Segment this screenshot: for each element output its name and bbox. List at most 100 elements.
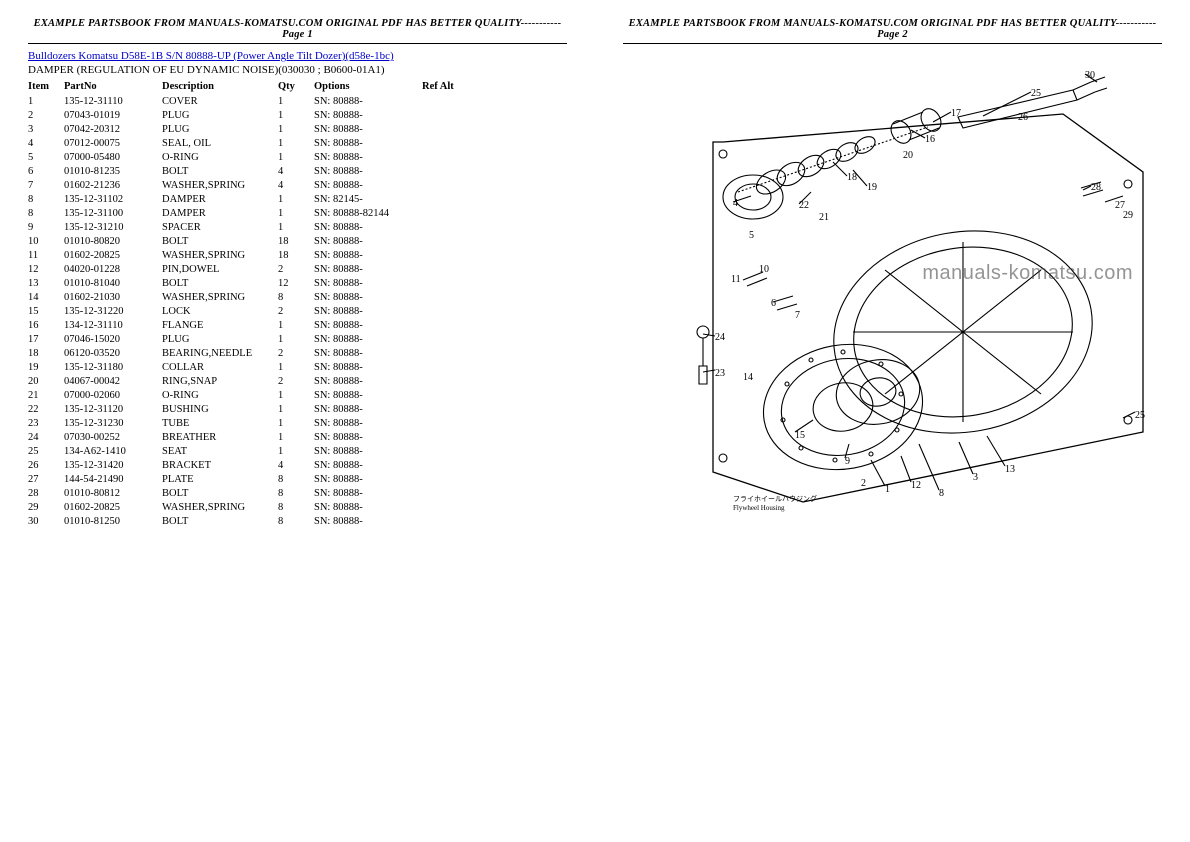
table-cell-partno: 135-12-31180 bbox=[64, 360, 162, 374]
callout-2: 2 bbox=[861, 478, 866, 489]
table-cell-options: SN: 80888- bbox=[314, 486, 422, 500]
callout-21: 21 bbox=[819, 212, 829, 223]
table-cell-qty: 1 bbox=[278, 416, 314, 430]
table-cell-qty: 18 bbox=[278, 248, 314, 262]
table-cell-qty: 8 bbox=[278, 472, 314, 486]
callout-17: 17 bbox=[951, 108, 961, 119]
table-row: 23135-12-31230TUBE1SN: 80888- bbox=[28, 416, 462, 430]
table-cell-desc: FLANGE bbox=[162, 318, 278, 332]
table-cell-item: 5 bbox=[28, 150, 64, 164]
table-cell-item: 7 bbox=[28, 178, 64, 192]
table-cell-qty: 4 bbox=[278, 164, 314, 178]
table-cell-refalt bbox=[422, 500, 462, 514]
table-cell-options: SN: 80888- bbox=[314, 346, 422, 360]
table-cell-item: 10 bbox=[28, 234, 64, 248]
table-cell-refalt bbox=[422, 458, 462, 472]
table-cell-options: SN: 80888- bbox=[314, 234, 422, 248]
table-row: 1101602-20825WASHER,SPRING18SN: 80888- bbox=[28, 248, 462, 262]
table-cell-options: SN: 80888- bbox=[314, 164, 422, 178]
table-cell-item: 3 bbox=[28, 122, 64, 136]
page-2-header: EXAMPLE PARTSBOOK FROM MANUALS-KOMATSU.C… bbox=[623, 18, 1162, 40]
table-cell-qty: 1 bbox=[278, 94, 314, 108]
table-cell-desc: DAMPER bbox=[162, 206, 278, 220]
table-cell-item: 27 bbox=[28, 472, 64, 486]
table-cell-options: SN: 80888- bbox=[314, 304, 422, 318]
table-cell-partno: 07042-20312 bbox=[64, 122, 162, 136]
callout-28: 28 bbox=[1091, 182, 1101, 193]
table-cell-partno: 135-12-31110 bbox=[64, 94, 162, 108]
table-cell-desc: SEAT bbox=[162, 444, 278, 458]
table-cell-refalt bbox=[422, 192, 462, 206]
table-cell-qty: 2 bbox=[278, 304, 314, 318]
table-cell-refalt bbox=[422, 150, 462, 164]
table-cell-partno: 07000-02060 bbox=[64, 388, 162, 402]
table-cell-partno: 135-12-31230 bbox=[64, 416, 162, 430]
table-cell-desc: PIN,DOWEL bbox=[162, 262, 278, 276]
table-cell-qty: 1 bbox=[278, 192, 314, 206]
parts-table-header-row: Item PartNo Description Qty Options Ref … bbox=[28, 80, 462, 94]
table-cell-desc: PLUG bbox=[162, 108, 278, 122]
table-cell-item: 20 bbox=[28, 374, 64, 388]
callout-25: 25 bbox=[1031, 88, 1041, 99]
table-cell-partno: 01602-20825 bbox=[64, 248, 162, 262]
table-cell-partno: 135-12-31220 bbox=[64, 304, 162, 318]
table-cell-item: 2 bbox=[28, 108, 64, 122]
table-cell-refalt bbox=[422, 444, 462, 458]
table-row: 9135-12-31210SPACER1SN: 80888- bbox=[28, 220, 462, 234]
table-cell-desc: BUSHING bbox=[162, 402, 278, 416]
table-row: 1401602-21030WASHER,SPRING8SN: 80888- bbox=[28, 290, 462, 304]
table-cell-options: SN: 80888- bbox=[314, 318, 422, 332]
callout-9: 9 bbox=[845, 456, 850, 467]
table-cell-partno: 07030-00252 bbox=[64, 430, 162, 444]
table-cell-desc: PLUG bbox=[162, 332, 278, 346]
table-cell-item: 19 bbox=[28, 360, 64, 374]
table-cell-desc: WASHER,SPRING bbox=[162, 178, 278, 192]
table-cell-options: SN: 80888- bbox=[314, 388, 422, 402]
table-cell-options: SN: 80888- bbox=[314, 374, 422, 388]
table-row: 8135-12-31100DAMPER1SN: 80888-82144 bbox=[28, 206, 462, 220]
table-row: 2107000-02060O-RING1SN: 80888- bbox=[28, 388, 462, 402]
table-cell-desc: COLLAR bbox=[162, 360, 278, 374]
table-cell-refalt bbox=[422, 276, 462, 290]
table-cell-qty: 12 bbox=[278, 276, 314, 290]
table-cell-item: 8 bbox=[28, 192, 64, 206]
table-cell-item: 17 bbox=[28, 332, 64, 346]
table-cell-options: SN: 80888- bbox=[314, 94, 422, 108]
table-row: 1707046-15020PLUG1SN: 80888- bbox=[28, 332, 462, 346]
callout-11: 11 bbox=[731, 274, 741, 285]
table-cell-refalt bbox=[422, 304, 462, 318]
table-cell-item: 21 bbox=[28, 388, 64, 402]
document-link[interactable]: Bulldozers Komatsu D58E-1B S/N 80888-UP … bbox=[28, 50, 567, 62]
table-cell-desc: BOLT bbox=[162, 486, 278, 500]
table-cell-item: 16 bbox=[28, 318, 64, 332]
table-row: 15135-12-31220LOCK2SN: 80888- bbox=[28, 304, 462, 318]
table-cell-options: SN: 80888- bbox=[314, 178, 422, 192]
table-row: 1301010-81040BOLT12SN: 80888- bbox=[28, 276, 462, 290]
table-row: 1001010-80820BOLT18SN: 80888- bbox=[28, 234, 462, 248]
table-cell-partno: 07000-05480 bbox=[64, 150, 162, 164]
table-cell-options: SN: 80888- bbox=[314, 108, 422, 122]
callout-29: 29 bbox=[1123, 210, 1133, 221]
table-cell-qty: 8 bbox=[278, 514, 314, 528]
col-header-qty: Qty bbox=[278, 80, 314, 94]
table-cell-refalt bbox=[422, 332, 462, 346]
table-cell-partno: 135-12-31100 bbox=[64, 206, 162, 220]
table-cell-desc: BREATHER bbox=[162, 430, 278, 444]
table-cell-qty: 2 bbox=[278, 262, 314, 276]
callout-16: 16 bbox=[925, 134, 935, 145]
page-1-number: Page 1 bbox=[282, 29, 313, 40]
table-cell-qty: 1 bbox=[278, 206, 314, 220]
table-cell-qty: 1 bbox=[278, 332, 314, 346]
table-row: 601010-81235BOLT4SN: 80888- bbox=[28, 164, 462, 178]
watermark-text: manuals-komatsu.com bbox=[922, 262, 1133, 285]
table-cell-desc: PLUG bbox=[162, 122, 278, 136]
table-cell-desc: BEARING,NEEDLE bbox=[162, 346, 278, 360]
table-cell-partno: 135-12-31420 bbox=[64, 458, 162, 472]
header-text-2: EXAMPLE PARTSBOOK FROM MANUALS-KOMATSU.C… bbox=[629, 18, 1157, 29]
callout-10: 10 bbox=[759, 264, 769, 275]
table-cell-qty: 1 bbox=[278, 444, 314, 458]
table-cell-qty: 8 bbox=[278, 486, 314, 500]
table-cell-qty: 1 bbox=[278, 318, 314, 332]
table-cell-desc: TUBE bbox=[162, 416, 278, 430]
callout-20: 20 bbox=[903, 150, 913, 161]
